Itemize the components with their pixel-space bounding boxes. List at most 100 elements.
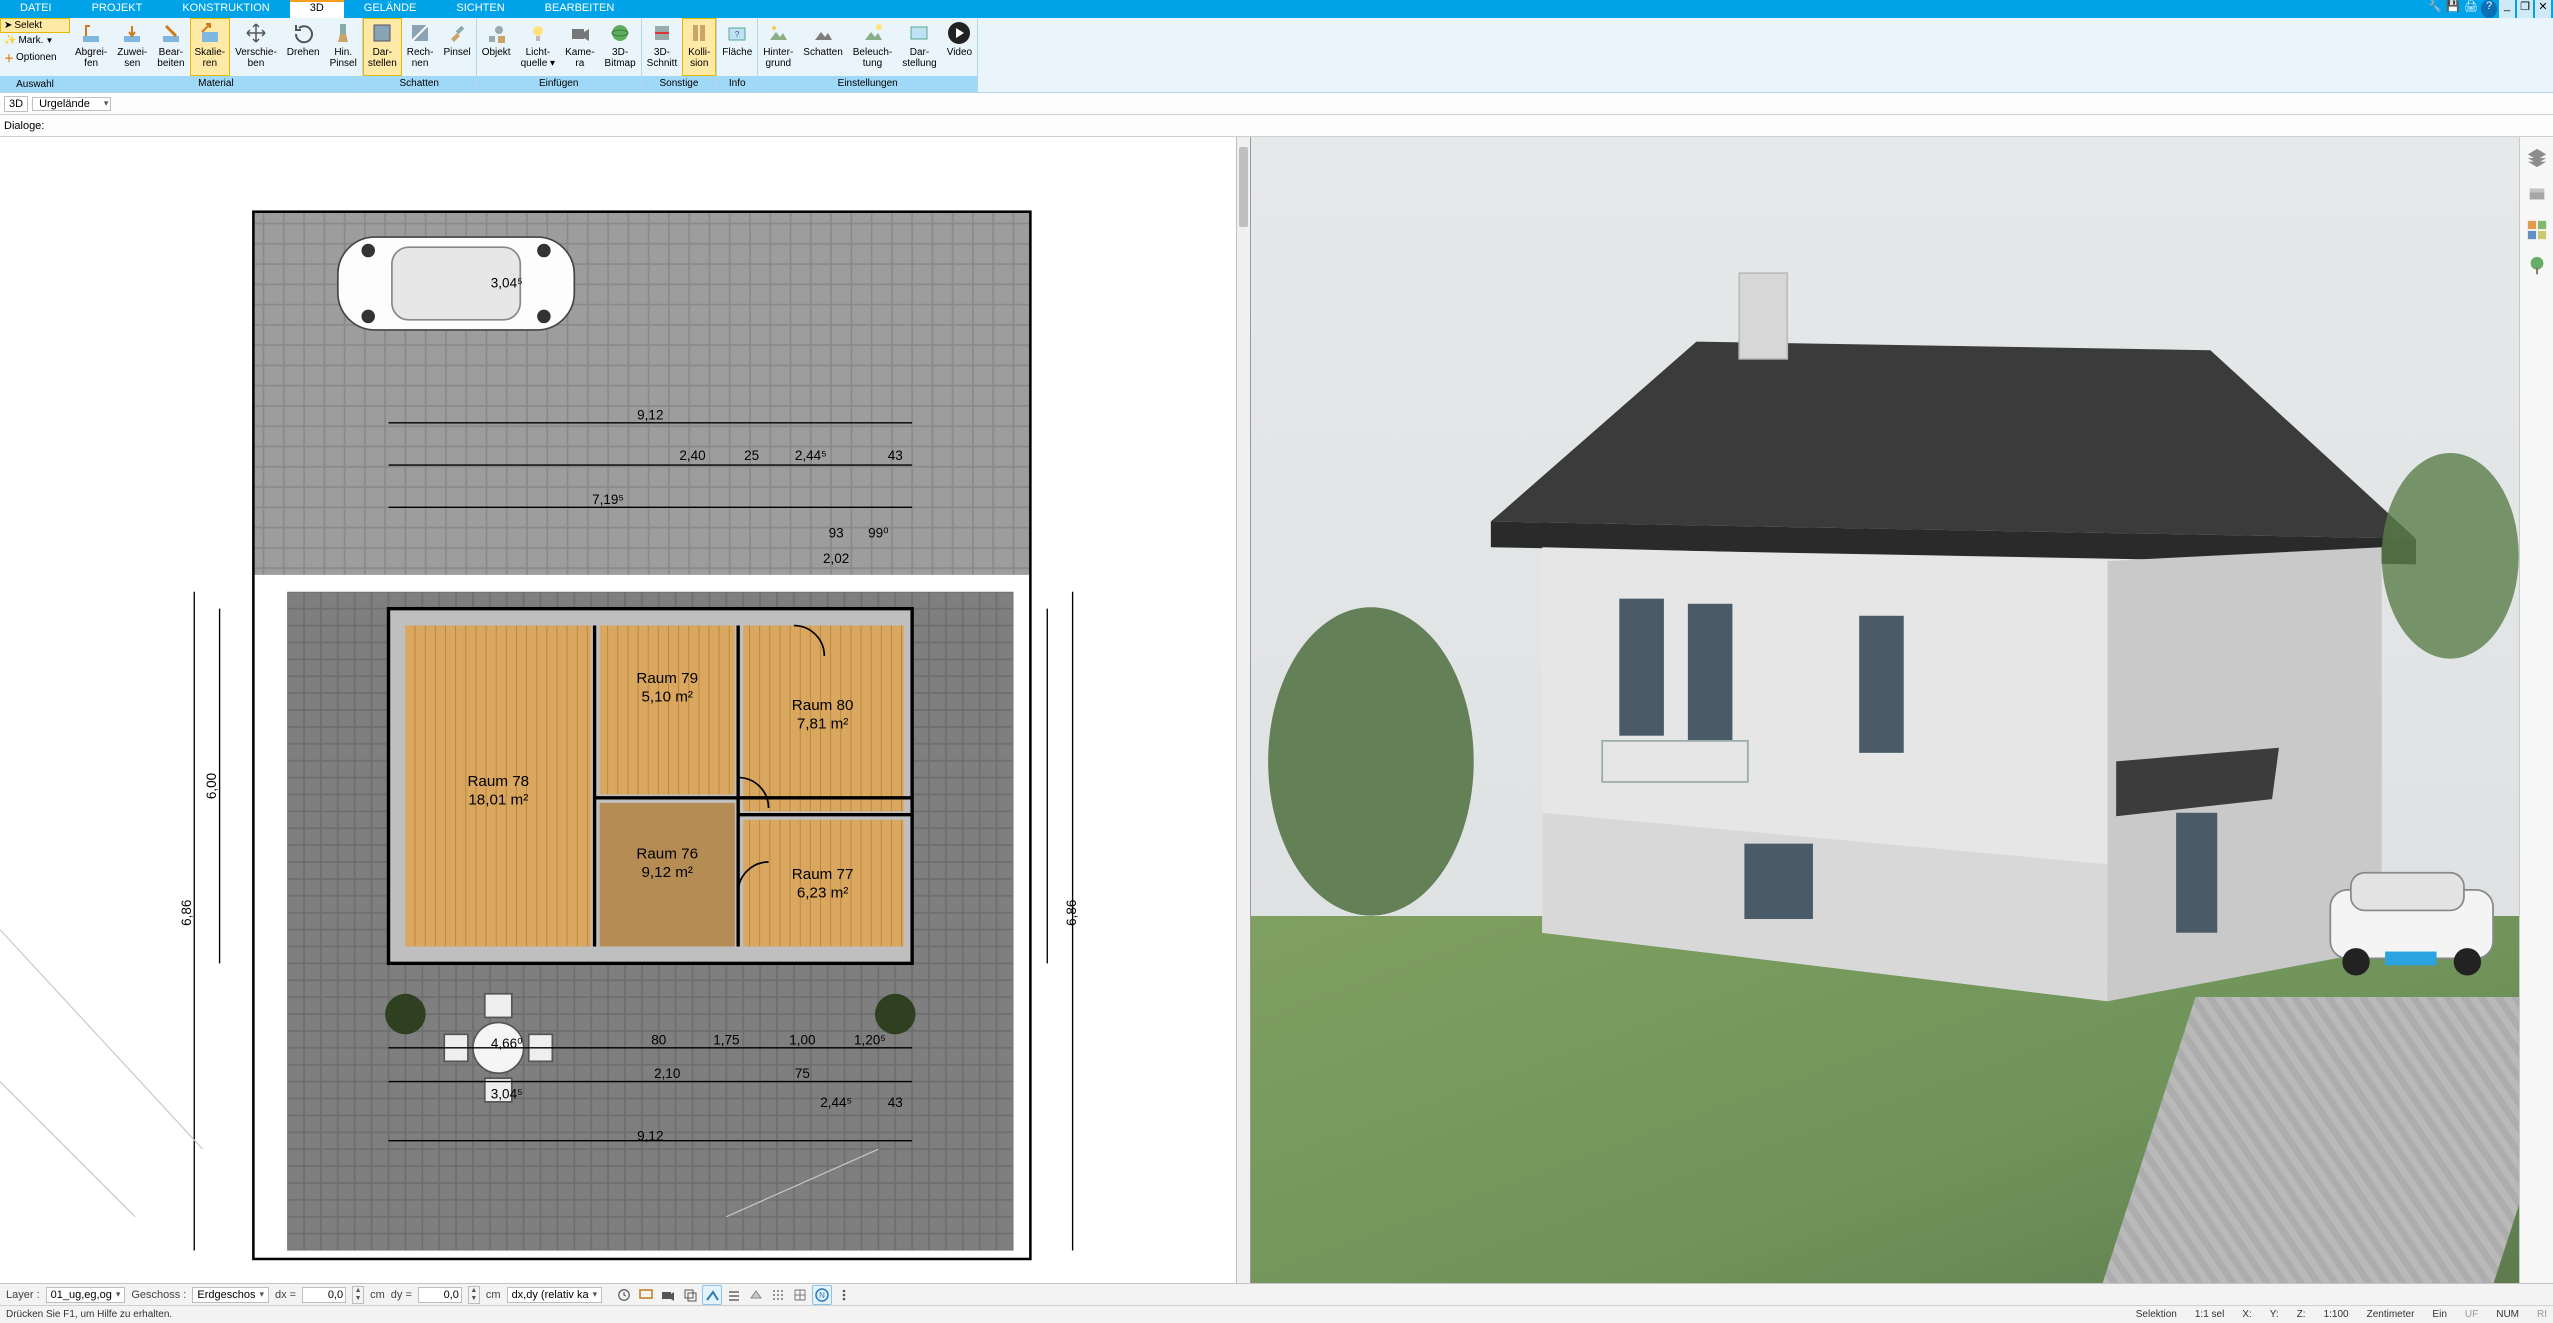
ribbon-btn-label: Hinter-	[763, 47, 793, 58]
ribbon-btn-flaeche[interactable]: ?Fläche	[717, 18, 757, 76]
ribbon-btn-rechnen[interactable]: Rech-nen	[402, 18, 439, 76]
quick-select-button[interactable]: ➤ Selekt	[0, 18, 70, 33]
ribbon-btn-lichtquelle[interactable]: Licht-quelle ▾	[516, 18, 561, 76]
coord-mode-combo[interactable]: dx,dy (relativ ka▾	[507, 1287, 603, 1303]
status-ins: Ein	[2432, 1309, 2446, 1320]
view-3d-render[interactable]	[1251, 137, 2553, 1283]
ribbon-btn-label: tung	[863, 58, 882, 69]
view-2d-plan[interactable]: Raum 79 5,10 m² Raum 80 7,81 m² Raum 78 …	[0, 137, 1251, 1283]
ribbon-btn-verschieben[interactable]: Verschie-ben	[230, 18, 282, 76]
ribbon-btn-hinpinsel[interactable]: Hin.Pinsel	[325, 18, 362, 76]
save-icon[interactable]: 💾	[2445, 0, 2461, 18]
coord-mode-value: dx,dy (relativ ka	[512, 1289, 589, 1301]
ribbon-btn-label: Bitmap	[605, 58, 636, 69]
ribbon-btn-kamera[interactable]: Kame-ra	[560, 18, 599, 76]
scrollbar-vertical[interactable]	[1236, 137, 1250, 1283]
ribbon-btn-schatten2[interactable]: Schatten	[798, 18, 847, 76]
right-tool-strip	[2519, 137, 2553, 1283]
palette-icon[interactable]	[2526, 219, 2548, 241]
ribbon-btn-hintergrund[interactable]: Hinter-grund	[758, 18, 798, 76]
menu-tab-konstruktion[interactable]: KONSTRUKTION	[162, 0, 289, 18]
dx-label: dx =	[275, 1289, 296, 1301]
ribbon-btn-label: nen	[412, 58, 429, 69]
viewmode-pill[interactable]: 3D	[4, 96, 28, 112]
quick-mark-button[interactable]: ✨ Mark. ▼	[0, 33, 70, 48]
ribbon-btn-abgreifen[interactable]: Abgrei-fen	[70, 18, 112, 76]
menu-tab-sichten[interactable]: SICHTEN	[436, 0, 524, 18]
ribbon-btn-pinsel[interactable]: Pinsel	[438, 18, 475, 76]
ribbon: ➤ Selekt ✨ Mark. ▼ ＋ Optionen Auswahl Ab…	[0, 18, 2553, 93]
tool-icon[interactable]: 🔧	[2427, 0, 2443, 18]
chevron-down-icon: ▼	[45, 36, 53, 45]
ribbon-btn-skalieren[interactable]: Skalie-ren	[190, 18, 231, 76]
layer-combo[interactable]: 01_ug,eg,og▾	[46, 1287, 126, 1303]
ribbon-btn-drehen[interactable]: Drehen	[282, 18, 325, 76]
cursor-icon: ➤	[4, 20, 12, 31]
ribbon-btn-label: Video	[947, 47, 972, 58]
stack-icon[interactable]	[724, 1285, 744, 1305]
copy-icon[interactable]	[680, 1285, 700, 1305]
status-scale: 1:100	[2324, 1309, 2349, 1320]
more-icon[interactable]	[834, 1285, 854, 1305]
svg-text:25: 25	[744, 448, 759, 463]
status-help: Drücken Sie F1, um Hilfe zu erhalten.	[6, 1309, 172, 1320]
quick-options-button[interactable]: ＋ Optionen	[0, 48, 70, 67]
menu-tab-gelaende[interactable]: GELÄNDE	[344, 0, 437, 18]
plane-icon[interactable]	[746, 1285, 766, 1305]
menu-tab-bearbeiten[interactable]: BEARBEITEN	[525, 0, 635, 18]
svg-text:1,00: 1,00	[789, 1032, 815, 1047]
dx-spinner[interactable]: ▲▼	[352, 1286, 364, 1304]
window-close-icon[interactable]: ✕	[2535, 0, 2551, 18]
svg-text:Raum 76: Raum 76	[636, 846, 698, 863]
terrain-combo[interactable]: Urgelände ▾	[32, 97, 111, 111]
floor-combo[interactable]: Erdgeschos▾	[192, 1287, 269, 1303]
ribbon-group-label: Schatten	[363, 76, 476, 92]
screen-icon[interactable]	[636, 1285, 656, 1305]
ribbon-btn-objekt[interactable]: Objekt	[477, 18, 516, 76]
floor-combo-value: Erdgeschos	[197, 1289, 255, 1301]
camera-icon[interactable]	[658, 1285, 678, 1305]
ribbon-btn-label: stellen	[368, 58, 397, 69]
ribbon-btn-3dschnitt[interactable]: 3D-Schnitt	[642, 18, 683, 76]
menu-tab-projekt[interactable]: PROJEKT	[72, 0, 163, 18]
help-icon[interactable]: ?	[2481, 0, 2497, 18]
print-icon[interactable]: 🖨	[2463, 0, 2479, 18]
north-icon[interactable]: N	[812, 1285, 832, 1305]
svg-text:7,19⁵: 7,19⁵	[592, 492, 624, 507]
menu-tab-3d[interactable]: 3D	[290, 0, 344, 18]
snap-toggle-icon[interactable]	[702, 1285, 722, 1305]
svg-text:Raum 77: Raum 77	[792, 866, 854, 883]
ribbon-btn-beleuchtung[interactable]: Beleuch-tung	[848, 18, 897, 76]
ribbon-btn-3dbitmap[interactable]: 3D-Bitmap	[600, 18, 641, 76]
ribbon-btn-darstellung[interactable]: Dar-stellung	[897, 18, 941, 76]
ribbon-btn-label: 3D-	[612, 47, 628, 58]
window-minimize-icon[interactable]: _	[2499, 0, 2515, 18]
svg-text:99⁰: 99⁰	[868, 526, 889, 541]
svg-text:1,20⁵: 1,20⁵	[854, 1032, 886, 1047]
svg-text:9,12: 9,12	[637, 1129, 663, 1144]
status-num: NUM	[2496, 1309, 2519, 1320]
window-restore-icon[interactable]: ❐	[2517, 0, 2533, 18]
ribbon-btn-bearbeiten[interactable]: Bear-beiten	[152, 18, 189, 76]
grid-lines-icon[interactable]	[790, 1285, 810, 1305]
furniture-icon[interactable]	[2526, 183, 2548, 205]
ribbon-btn-label: Rech-	[407, 47, 434, 58]
menu-tab-datei[interactable]: DATEI	[0, 0, 72, 18]
svg-text:6,86: 6,86	[179, 900, 194, 926]
ribbon-btn-label: Schnitt	[647, 58, 678, 69]
svg-text:6,86: 6,86	[1064, 900, 1079, 926]
layers-icon[interactable]	[2526, 147, 2548, 169]
dx-input[interactable]	[302, 1287, 346, 1303]
svg-text:6,00: 6,00	[204, 773, 219, 799]
dy-input[interactable]	[418, 1287, 462, 1303]
clock-icon[interactable]	[614, 1285, 634, 1305]
ribbon-btn-zuweisen[interactable]: Zuwei-sen	[112, 18, 152, 76]
video-icon	[947, 21, 971, 45]
ribbon-btn-video[interactable]: Video	[942, 18, 977, 76]
tree-icon[interactable]	[2526, 255, 2548, 277]
status-x: X:	[2242, 1309, 2251, 1320]
ribbon-btn-darstellen[interactable]: Dar-stellen	[363, 18, 402, 76]
dy-spinner[interactable]: ▲▼	[468, 1286, 480, 1304]
grid-dots-icon[interactable]	[768, 1285, 788, 1305]
ribbon-btn-kollision[interactable]: Kolli-sion	[682, 18, 716, 76]
